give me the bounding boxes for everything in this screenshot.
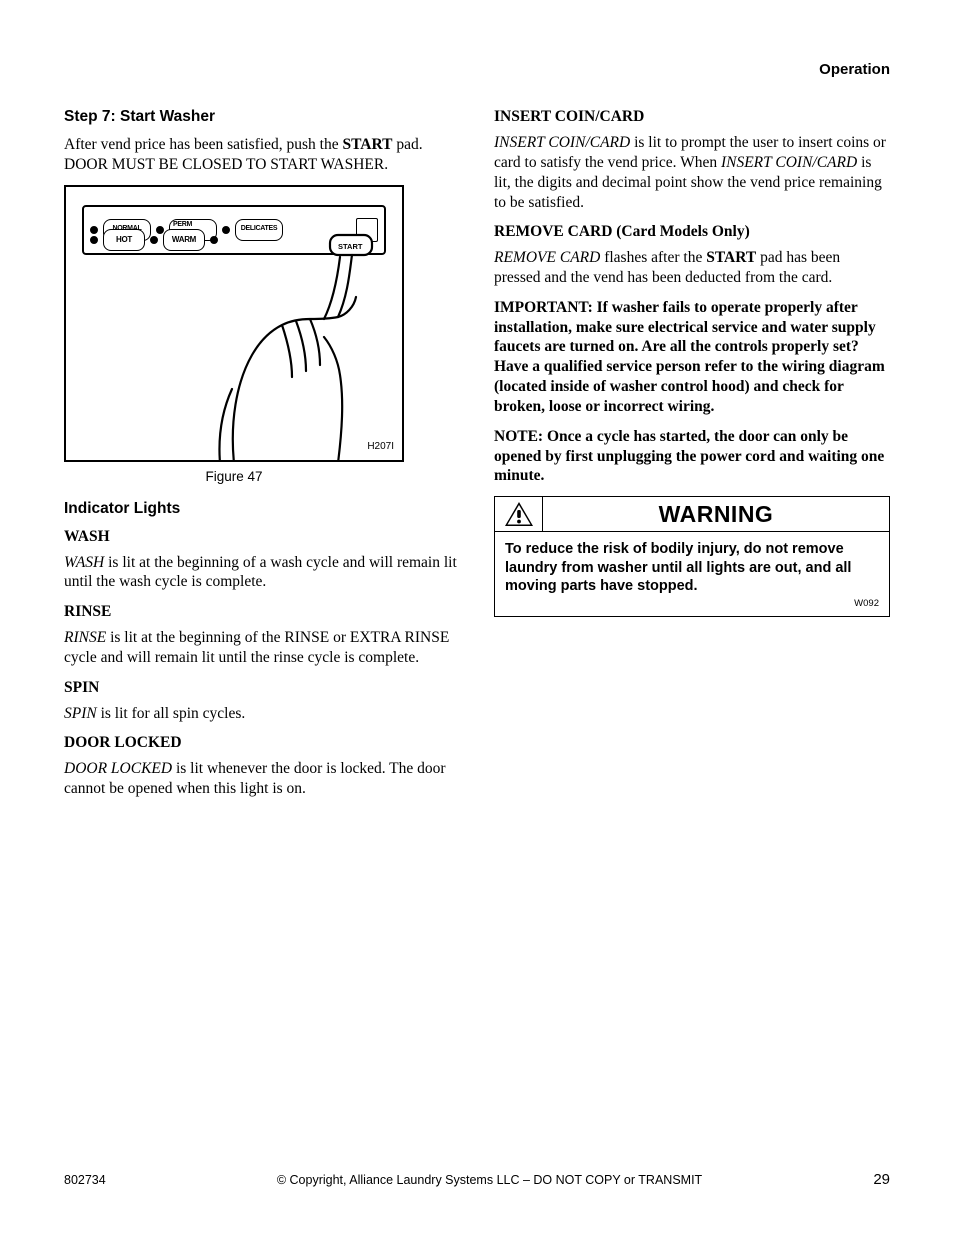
door-locked-heading: DOOR LOCKED xyxy=(64,733,460,753)
text: flashes after the xyxy=(600,249,706,266)
warning-body-text: To reduce the risk of bodily injury, do … xyxy=(505,541,851,594)
indicator-lights-title: Indicator Lights xyxy=(64,499,460,519)
rinse-body: RINSE is lit at the beginning of the RIN… xyxy=(64,628,460,668)
figure-caption: Figure 47 xyxy=(64,468,404,485)
insert-coin-heading: INSERT COIN/CARD xyxy=(494,107,890,127)
text-italic: REMOVE CARD xyxy=(494,249,600,266)
step-intro: After vend price has been satisfied, pus… xyxy=(64,135,460,175)
text-bold: START xyxy=(342,136,392,153)
note-paragraph: NOTE: Once a cycle has started, the door… xyxy=(494,427,890,486)
rinse-heading: RINSE xyxy=(64,602,460,622)
spin-heading: SPIN xyxy=(64,678,460,698)
page-number: 29 xyxy=(873,1170,890,1189)
warning-title-cell: WARNING xyxy=(543,497,889,531)
doc-number: 802734 xyxy=(64,1172,106,1188)
two-column-layout: Step 7: Start Washer After vend price ha… xyxy=(64,107,890,809)
text: is lit for all spin cycles. xyxy=(97,705,246,722)
start-button-label: START xyxy=(338,242,363,251)
figure-47-illustration: NORMAL PERM PRESS DELICATES HOT WARM xyxy=(64,185,404,462)
text: is lit at the beginning of the RINSE or … xyxy=(64,629,449,666)
text-bold: START xyxy=(706,249,756,266)
text-italic: DOOR LOCKED xyxy=(64,760,172,777)
wash-heading: WASH xyxy=(64,527,460,547)
wash-body: WASH is lit at the beginning of a wash c… xyxy=(64,553,460,593)
section-header: Operation xyxy=(64,60,890,79)
text-italic: INSERT COIN/CARD xyxy=(721,154,857,171)
text-italic: RINSE xyxy=(64,629,106,646)
warning-title: WARNING xyxy=(659,500,774,529)
warning-header-row: WARNING xyxy=(495,497,889,532)
right-column: INSERT COIN/CARD INSERT COIN/CARD is lit… xyxy=(494,107,890,809)
warning-body: To reduce the risk of bodily injury, do … xyxy=(495,532,889,616)
figure-code: H207I xyxy=(367,441,394,454)
text-italic: SPIN xyxy=(64,705,97,722)
text: is lit at the beginning of a wash cycle … xyxy=(64,554,457,591)
text: After vend price has been satisfied, pus… xyxy=(64,136,342,153)
warning-box: WARNING To reduce the risk of bodily inj… xyxy=(494,496,890,617)
text-italic: INSERT COIN/CARD xyxy=(494,134,630,151)
insert-coin-body: INSERT COIN/CARD is lit to prompt the us… xyxy=(494,133,890,212)
remove-card-body: REMOVE CARD flashes after the START pad … xyxy=(494,248,890,288)
warning-triangle-icon xyxy=(504,501,534,527)
remove-card-heading: REMOVE CARD (Card Models Only) xyxy=(494,222,890,242)
text-italic: WASH xyxy=(64,554,104,571)
hand-pressing-start-icon: START xyxy=(66,187,404,462)
important-paragraph: IMPORTANT: If washer fails to operate pr… xyxy=(494,298,890,417)
step-title: Step 7: Start Washer xyxy=(64,107,460,127)
warning-code: W092 xyxy=(505,598,879,610)
warning-icon-cell xyxy=(495,497,543,531)
left-column: Step 7: Start Washer After vend price ha… xyxy=(64,107,460,809)
spin-body: SPIN is lit for all spin cycles. xyxy=(64,704,460,724)
copyright-text: © Copyright, Alliance Laundry Systems LL… xyxy=(277,1172,702,1188)
door-locked-body: DOOR LOCKED is lit whenever the door is … xyxy=(64,759,460,799)
page-footer: 802734 © Copyright, Alliance Laundry Sys… xyxy=(64,1170,890,1189)
